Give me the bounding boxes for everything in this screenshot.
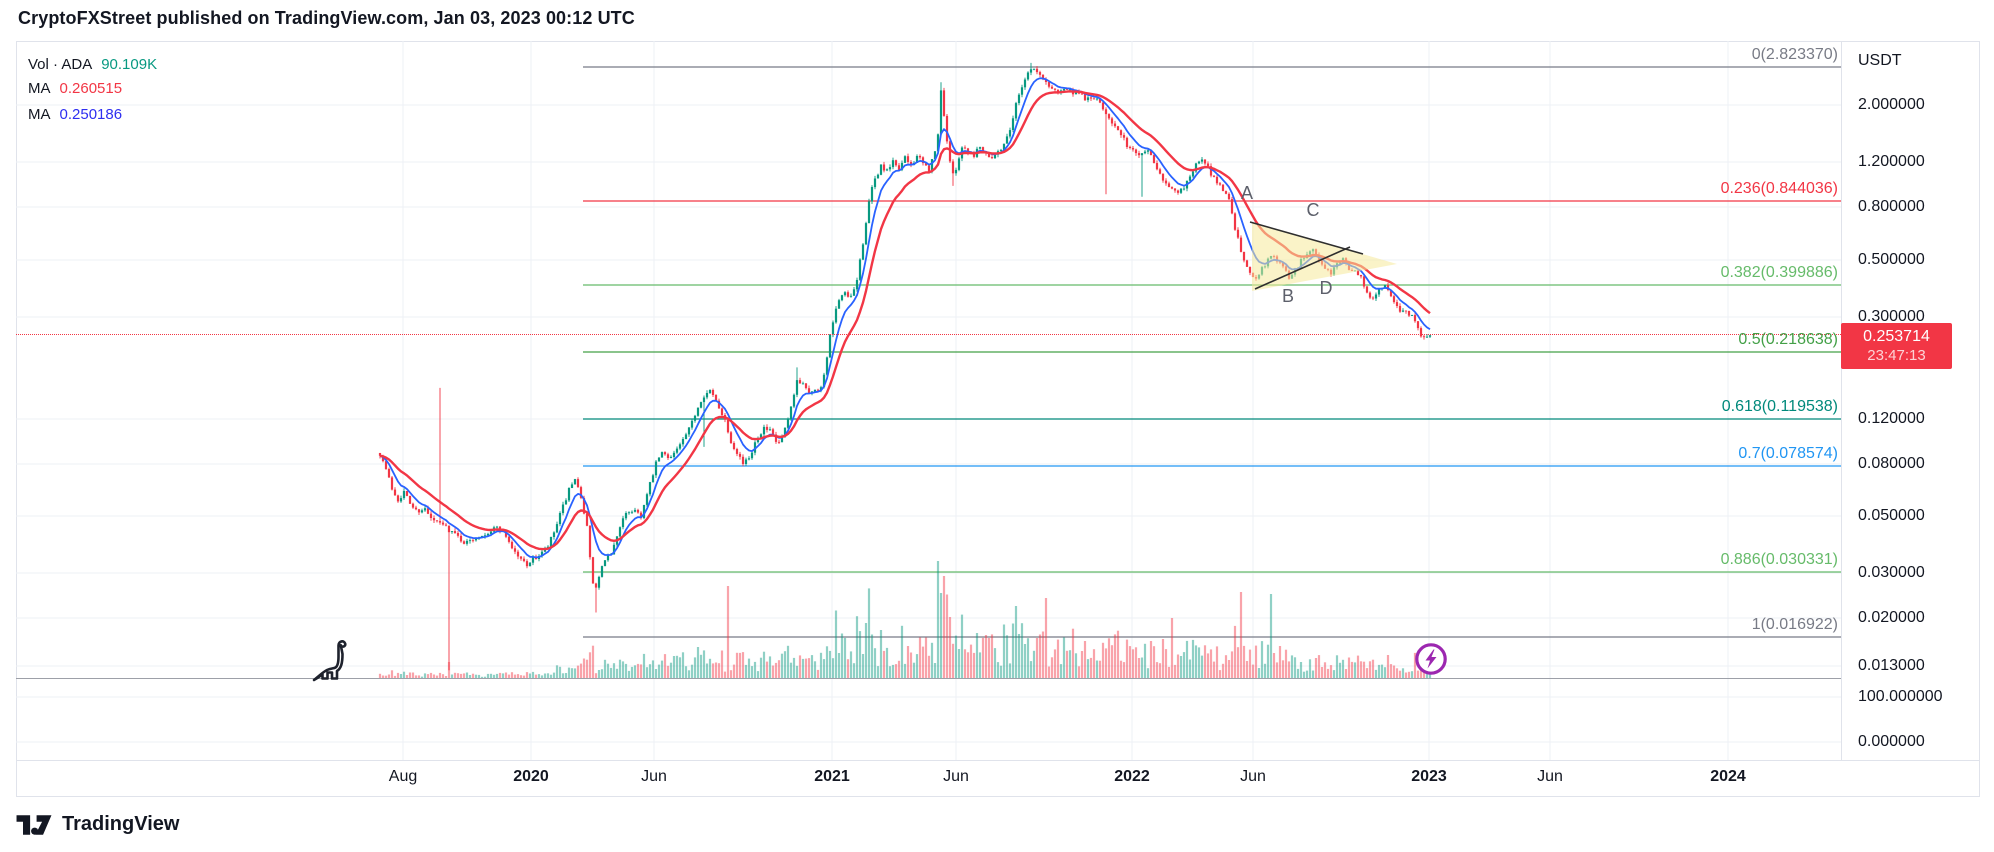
price-tick-label: 0.500000: [1858, 251, 1925, 268]
price-tick-label: 100.000000: [1858, 688, 1943, 705]
fib-level-label: 1(0.016922): [1751, 616, 1838, 633]
legend-volume-row: Vol · ADA 90.109K: [28, 54, 157, 76]
tradingview-logo-mark: [16, 814, 52, 835]
fib-level-label: 0.618(0.119538): [1721, 398, 1838, 415]
fib-level-label: 0.7(0.078574): [1738, 445, 1838, 462]
attribution-text: CryptoFXStreet published on TradingView.…: [18, 8, 635, 28]
price-tick-label: 0.800000: [1858, 198, 1925, 215]
time-tick-label: 2022: [1114, 768, 1150, 785]
legend-ma2-value: 0.250186: [59, 106, 123, 123]
price-tick-label: 0.300000: [1858, 308, 1925, 325]
price-tick-label: 0.000000: [1858, 733, 1925, 750]
last-price-value: 0.253714: [1863, 328, 1930, 345]
price-tick-label: 2.000000: [1858, 96, 1925, 113]
price-tick-label: 0.020000: [1858, 609, 1925, 626]
pane-separator[interactable]: [16, 678, 1841, 679]
last-price-badge: 0.253714 23:47:13: [1841, 323, 1952, 369]
price-tick-label: 0.050000: [1858, 507, 1925, 524]
legend-volume-label: Vol · ADA: [28, 56, 93, 73]
fib-level-label: 0(2.823370): [1751, 46, 1838, 63]
price-tick-label: 0.013000: [1858, 657, 1925, 674]
time-tick-label: 2024: [1710, 768, 1746, 785]
price-tick-label: 0.120000: [1858, 410, 1925, 427]
time-axis-border: [16, 760, 1980, 761]
pattern-letter-d: D: [1319, 278, 1333, 298]
tradingview-logo-text: TradingView: [62, 813, 180, 835]
price-axis-border: [1841, 41, 1842, 760]
time-tick-label: Jun: [943, 768, 969, 785]
price-tick-label: 0.030000: [1858, 564, 1925, 581]
legend-ma2-label: MA: [28, 106, 51, 123]
fib-level-label: 0.236(0.844036): [1720, 180, 1838, 197]
pattern-letter-a: A: [1240, 183, 1253, 203]
time-tick-label: Jun: [641, 768, 667, 785]
time-tick-label: 2021: [814, 768, 850, 785]
price-tick-label: 0.080000: [1858, 455, 1925, 472]
bar-countdown: 23:47:13: [1867, 347, 1926, 364]
time-tick-label: Jun: [1537, 768, 1563, 785]
legend-ma1-row: MA 0.260515: [28, 78, 122, 100]
legend-ma1-label: MA: [28, 80, 51, 97]
time-tick-label: 2023: [1411, 768, 1447, 785]
dinosaur-icon: [312, 640, 347, 682]
time-tick-label: 2020: [513, 768, 549, 785]
last-price-line: [16, 334, 1841, 335]
time-tick-label: Jun: [1240, 768, 1266, 785]
legend-ma2-row: MA 0.250186: [28, 104, 122, 126]
time-tick-label: Aug: [388, 768, 418, 785]
fib-level-label: 0.382(0.399886): [1720, 264, 1838, 281]
fib-level-label: 0.886(0.030331): [1720, 551, 1838, 568]
tradingview-logo[interactable]: TradingView: [15, 813, 179, 836]
pattern-letter-c: C: [1306, 200, 1320, 220]
pattern-letter-b: B: [1281, 286, 1294, 306]
price-tick-label: 1.200000: [1858, 153, 1925, 170]
legend-ma1-value: 0.260515: [59, 80, 123, 97]
lightning-icon: [1415, 643, 1447, 675]
legend-volume-value: 90.109K: [101, 56, 158, 73]
fib-level-label: 0.5(0.218638): [1738, 331, 1838, 348]
quote-currency-label: USDT: [1858, 52, 1902, 69]
